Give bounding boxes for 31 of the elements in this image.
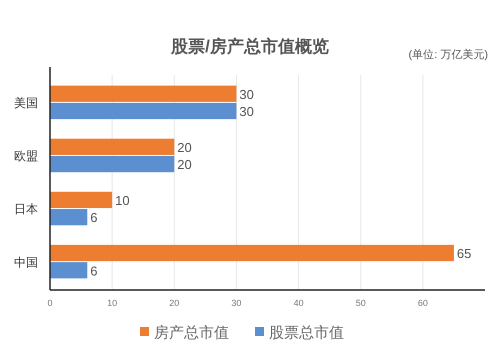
x-tick-label: 20 bbox=[169, 298, 180, 308]
x-tick-label: 0 bbox=[47, 298, 53, 308]
bar bbox=[50, 262, 88, 278]
y-tick-label: 美国 bbox=[14, 96, 38, 110]
y-tick-label: 欧盟 bbox=[14, 149, 38, 164]
bar bbox=[50, 192, 112, 208]
x-tick-label: 30 bbox=[231, 298, 242, 308]
bar bbox=[50, 156, 174, 172]
bar bbox=[50, 102, 236, 120]
legend-label: 股票总市值 bbox=[269, 324, 344, 342]
bar bbox=[50, 244, 454, 262]
data-label: 20 bbox=[177, 140, 192, 155]
data-label: 6 bbox=[90, 210, 98, 226]
bar bbox=[50, 209, 88, 226]
x-tick-label: 10 bbox=[107, 298, 118, 308]
x-tick-label: 50 bbox=[356, 298, 366, 308]
bar bbox=[50, 138, 174, 155]
bar bbox=[50, 86, 236, 102]
data-label: 10 bbox=[115, 192, 130, 208]
x-tick-label: 40 bbox=[294, 298, 304, 308]
text: (单位: 万亿美元) bbox=[408, 48, 488, 61]
data-label: 30 bbox=[239, 104, 254, 120]
y-tick-label: 日本 bbox=[14, 202, 38, 216]
data-label: 30 bbox=[239, 86, 254, 102]
data-label: 65 bbox=[456, 246, 472, 262]
legend-label: 房产总市值 bbox=[154, 324, 229, 342]
data-label: 20 bbox=[177, 157, 192, 172]
y-tick-label: 中国 bbox=[14, 255, 38, 270]
x-tick-label: 60 bbox=[418, 298, 428, 308]
chart-title: 股票/房产总市值概览 bbox=[170, 37, 329, 56]
data-label: 6 bbox=[90, 263, 98, 278]
